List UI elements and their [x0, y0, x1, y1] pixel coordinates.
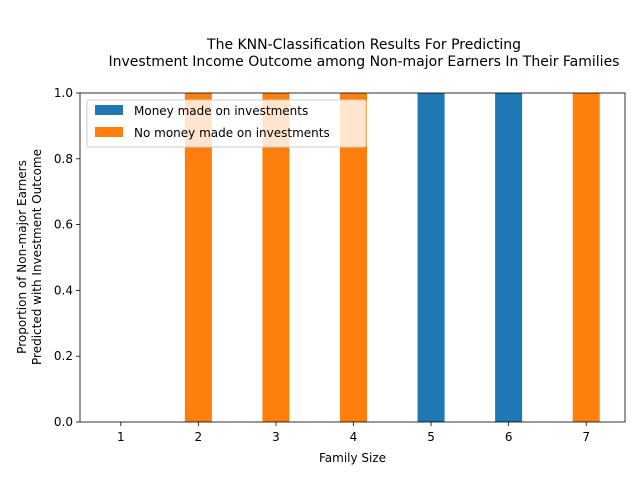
x-tick-label: 4 [350, 430, 358, 444]
y-tick-label: 0.0 [54, 415, 73, 429]
x-tick-label: 6 [505, 430, 513, 444]
y-tick-label: 0.4 [54, 283, 73, 297]
x-axis-label: Family Size [319, 451, 386, 465]
legend-swatch-no-money [95, 127, 123, 137]
bars-group [184, 93, 600, 422]
bar-money-size-6 [495, 93, 523, 422]
y-axis: 0.0 0.2 0.4 0.6 0.8 1.0 [54, 86, 80, 429]
y-tick-label: 1.0 [54, 86, 73, 100]
x-tick-label: 5 [427, 430, 435, 444]
bar-no-money-size-3 [262, 93, 290, 422]
legend-label-money: Money made on investments [134, 104, 308, 118]
chart-title-line-1: The KNN-Classification Results For Predi… [206, 37, 521, 53]
legend-label-no-money: No money made on investments [134, 126, 330, 140]
y-axis-label-line-1: Proportion of Non-major Earners [15, 160, 29, 354]
bar-no-money-size-7 [572, 93, 600, 422]
legend-swatch-money [95, 105, 123, 115]
y-tick-label: 0.2 [54, 349, 73, 363]
chart-title-line-2: Investment Income Outcome among Non-majo… [109, 54, 620, 70]
bar-no-money-size-4 [340, 93, 367, 422]
y-tick-label: 0.8 [54, 152, 73, 166]
x-tick-label: 3 [272, 430, 280, 444]
bar-no-money-size-2 [184, 93, 212, 422]
legend: Money made on investments No money made … [86, 99, 367, 148]
plot-frame [79, 92, 626, 423]
x-tick-label: 2 [195, 430, 203, 444]
x-axis: 1 2 3 4 5 6 7 [117, 422, 590, 444]
x-tick-label: 1 [117, 430, 125, 444]
y-axis-label-line-2: Predicted with Investment Outcome [30, 149, 44, 365]
x-tick-label: 7 [582, 430, 590, 444]
y-tick-label: 0.6 [54, 218, 73, 232]
legend-box [86, 99, 367, 148]
bar-money-size-5 [417, 93, 445, 422]
